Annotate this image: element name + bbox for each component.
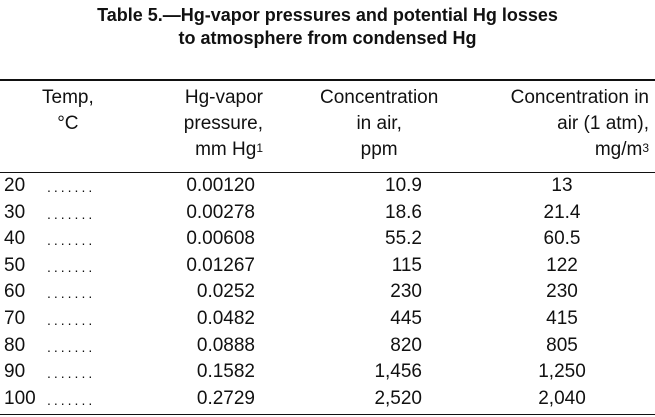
pressure-cell: 0.1582 [196,361,255,383]
ppm-cell: 10.9 [385,175,422,196]
ppm-cell: 18.6 [385,201,422,223]
pressure-cell: 0.00608 [186,228,255,250]
mgm3-cell: 230 [546,281,578,303]
ppm-cell: 2,520 [374,387,422,409]
leader-dots: ....... [47,205,96,222]
leader-dots: ....... [47,258,96,275]
pressure-cell: 0.0888 [196,334,255,356]
table-row: 60....... 0.0252 230 230 [0,279,655,305]
header-pressure: Hg-vapor pressure, mm Hg1 [184,85,263,163]
table-row: 100....... 0.2729 2,520 2,040 [0,386,655,412]
leader-dots: ....... [47,312,96,328]
header-ppm: Concentration in air, ppm [320,85,438,163]
pressure-cell: 0.2729 [196,387,255,409]
header-mgm3-line-2: air (1 atm), [557,113,649,134]
header-mgm3-line-1: Concentration in [510,87,649,108]
header-pressure-line-2: pressure, [183,113,263,134]
table-title: Table 5.—Hg-vapor pressures and potentia… [0,4,655,50]
header-mgm3-line-3: mg/m3 [594,139,649,160]
temp-cell: 40 [4,228,26,250]
top-rule [0,79,655,81]
pressure-cell: 0.01267 [186,254,255,276]
table-row: 80....... 0.0888 820 805 [0,333,655,359]
header-ppm-line-3: ppm [360,139,398,160]
mgm3-cell: 805 [546,334,578,356]
unit-superscript: 3 [642,141,649,155]
footnote-marker: 1 [256,141,263,155]
mgm3-cell: 13 [551,175,573,196]
leader-dots: ....... [47,391,96,408]
table-row: 70....... 0.0482 445 415 [0,306,655,332]
pressure-cell: 0.0252 [196,281,255,303]
ppm-cell: 55.2 [385,228,422,250]
temp-cell: 80 [4,334,26,356]
temp-cell: 20 [4,175,26,196]
header-pressure-line-1: Hg-vapor [184,87,263,108]
pressure-cell: 0.00278 [186,201,255,223]
header-ppm-line-2: in air, [356,113,402,134]
table-row: 40....... 0.00608 55.2 60.5 [0,226,655,252]
ppm-cell: 115 [391,254,422,276]
temp-cell: 100 [4,387,36,409]
header-rule [0,172,655,173]
table-row: 50....... 0.01267 115 122 [0,253,655,279]
ppm-cell: 1,456 [374,361,422,383]
leader-dots: ....... [47,285,96,302]
table-row: 90....... 0.1582 1,456 1,250 [0,359,655,385]
temp-cell: 90 [4,361,26,383]
temp-cell: 70 [4,308,26,329]
temp-cell: 30 [4,201,26,223]
table-title-line-1: Table 5.—Hg-vapor pressures and potentia… [97,5,558,25]
header-temp-line-2: °C [57,113,79,134]
ppm-cell: 820 [390,334,422,356]
table-row: 30....... 0.00278 18.6 21.4 [0,200,655,226]
leader-dots: ....... [47,179,96,195]
mgm3-cell: 1,250 [538,361,586,383]
mgm3-cell: 60.5 [543,228,581,250]
mgm3-cell: 21.4 [543,201,581,223]
header-ppm-line-1: Concentration [320,87,439,108]
header-temp: Temp, °C [42,85,94,137]
header-temp-line-1: Temp, [42,87,94,108]
pressure-cell: 0.0482 [196,308,255,329]
header-pressure-line-3: mm Hg1 [195,139,263,160]
mgm3-cell: 2,040 [538,387,586,409]
ppm-cell: 230 [390,281,422,303]
temp-cell: 50 [4,254,26,276]
temp-cell: 60 [4,281,26,303]
mgm3-cell: 415 [546,308,578,329]
table-row: 20....... 0.00120 10.9 13 [0,173,655,199]
leader-dots: ....... [47,232,96,249]
header-mgm3: Concentration in air (1 atm), mg/m3 [511,85,649,163]
bottom-rule [0,414,655,415]
leader-dots: ....... [47,338,96,355]
leader-dots: ....... [47,365,96,382]
table-title-line-2: to atmosphere from condensed Hg [178,28,477,48]
pressure-cell: 0.00120 [186,175,255,196]
ppm-cell: 445 [390,308,422,329]
mgm3-cell: 122 [546,254,578,276]
